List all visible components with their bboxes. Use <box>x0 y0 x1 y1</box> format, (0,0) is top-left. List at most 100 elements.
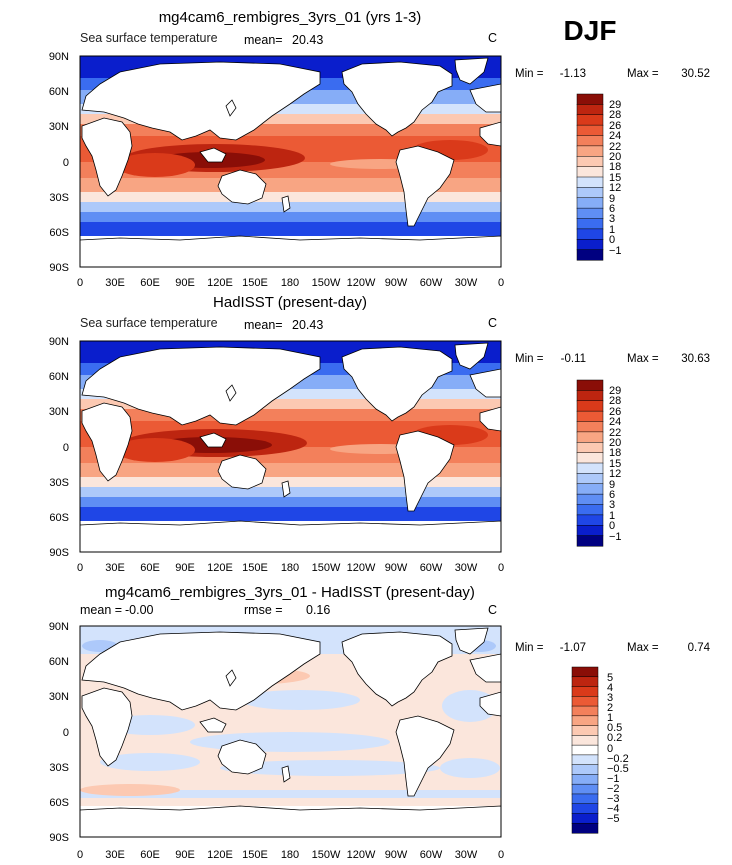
colorbar-swatch <box>571 754 599 766</box>
colorbar-label: 29 <box>609 385 621 397</box>
colorbar-swatch <box>571 803 599 815</box>
land <box>80 57 501 267</box>
new-zealand <box>281 480 291 498</box>
north-pacific-cool <box>240 690 360 710</box>
colorbar-label: 20 <box>609 151 621 163</box>
colorbar-labels: 29 28 26 24 22 20 18 15 12 9 6 3 1 0 −1 <box>609 99 622 257</box>
colorbar-swatch <box>576 400 604 412</box>
colorbar-label: 18 <box>609 161 621 173</box>
maritime-continent <box>199 432 227 448</box>
colorbar-swatch <box>571 813 599 824</box>
band-north-temperate <box>80 104 501 114</box>
map-plot <box>80 56 501 267</box>
max-value: 0.74 <box>688 642 711 654</box>
colorbar-swatch <box>576 104 604 116</box>
new-zealand <box>281 195 291 213</box>
colorbar-label: 29 <box>609 99 621 111</box>
colorbar-swatch <box>576 239 604 251</box>
colorbar-label: −3 <box>607 793 620 805</box>
colorbar-label: 3 <box>609 499 615 511</box>
min-label: Min = <box>515 642 544 654</box>
x-tick-label: 60E <box>140 277 160 289</box>
tropical-pacific-cool <box>190 732 390 752</box>
australia <box>217 454 267 490</box>
y-tick-label: 30N <box>49 406 69 418</box>
x-axis: 0 30E 60E 90E 120E 150E 180 150W 120W 90… <box>77 849 504 861</box>
max-label: Max = <box>627 642 659 654</box>
colorbar-swatch <box>571 822 599 834</box>
y-tick-label: 60S <box>49 797 69 809</box>
colorbar-swatch <box>571 686 599 697</box>
land <box>80 627 501 837</box>
south-pacific-cool <box>220 760 440 776</box>
colorbar-label: 3 <box>609 213 615 225</box>
land <box>80 342 501 552</box>
colorbar-label: −4 <box>607 803 620 815</box>
colorbar-label: 2 <box>607 702 613 714</box>
colorbar-label: 0 <box>609 234 615 246</box>
x-tick-label: 120E <box>207 277 233 289</box>
plot-frame <box>79 625 502 838</box>
indian-south-cool <box>100 753 200 771</box>
eurasia <box>81 61 321 141</box>
y-tick-label: 30S <box>49 477 69 489</box>
africa-west <box>479 691 501 717</box>
colorbar-swatch <box>576 166 604 178</box>
new-zealand <box>281 765 291 783</box>
band-south-warm <box>80 178 501 192</box>
x-tick-label: 180 <box>281 849 299 861</box>
rmse-label: rmse = <box>244 603 283 617</box>
colorbar-swatch <box>571 715 599 727</box>
panel-observations: HadISST (present-day) Sea surface temper… <box>49 294 710 574</box>
africa <box>81 402 133 482</box>
colorbar-label: 28 <box>609 109 621 121</box>
x-tick-label: 30W <box>455 277 478 289</box>
x-tick-label: 90E <box>175 277 195 289</box>
southern-ocean-cool <box>80 790 501 798</box>
y-tick-label: 0 <box>63 157 69 169</box>
x-tick-label: 90E <box>175 562 195 574</box>
africa <box>81 687 133 767</box>
japan <box>225 669 237 687</box>
band-north-temperate <box>80 389 501 399</box>
max-label: Max = <box>627 353 659 365</box>
map-plot <box>80 626 501 837</box>
plot-frame <box>79 55 502 268</box>
x-tick-label: 150W <box>312 277 341 289</box>
x-tick-label: 90W <box>385 562 408 574</box>
x-axis: 0 30E 60E 90E 120E 150E 180 150W 120W 90… <box>77 562 504 574</box>
max-value: 30.52 <box>681 68 710 80</box>
colorbar-label: 6 <box>609 489 615 501</box>
x-tick-label: 30E <box>105 277 125 289</box>
x-tick-label: 150W <box>312 562 341 574</box>
colorbar-label: 22 <box>609 427 621 439</box>
variable-label: Sea surface temperature <box>80 316 218 330</box>
north-america <box>341 346 453 422</box>
colorbar-swatch <box>576 135 604 147</box>
antarctica <box>80 805 501 837</box>
max-value: 30.63 <box>681 353 710 365</box>
x-tick-label: 0 <box>498 277 504 289</box>
min-value: -1.13 <box>560 68 586 80</box>
colorbar-swatch <box>576 176 604 188</box>
x-tick-label: 120W <box>347 277 376 289</box>
y-tick-label: 30N <box>49 121 69 133</box>
units-label: C <box>488 603 497 617</box>
colorbar-swatch <box>576 525 604 537</box>
colorbar-swatch <box>576 207 604 220</box>
europe <box>469 83 501 113</box>
colorbar-label: 1 <box>609 510 615 522</box>
x-tick-label: 30E <box>105 562 125 574</box>
y-tick-label: 60S <box>49 227 69 239</box>
colorbar-label: 0.5 <box>607 722 622 734</box>
colorbar-swatch <box>576 473 604 485</box>
europe <box>469 653 501 683</box>
africa-west <box>479 121 501 147</box>
colorbar-swatch <box>576 452 604 464</box>
colorbar-swatch <box>576 421 604 433</box>
colorbar-swatch <box>571 725 599 736</box>
max-label: Max = <box>627 68 659 80</box>
australia <box>217 739 267 775</box>
colorbar <box>571 666 599 834</box>
colorbar-swatch <box>576 431 604 443</box>
